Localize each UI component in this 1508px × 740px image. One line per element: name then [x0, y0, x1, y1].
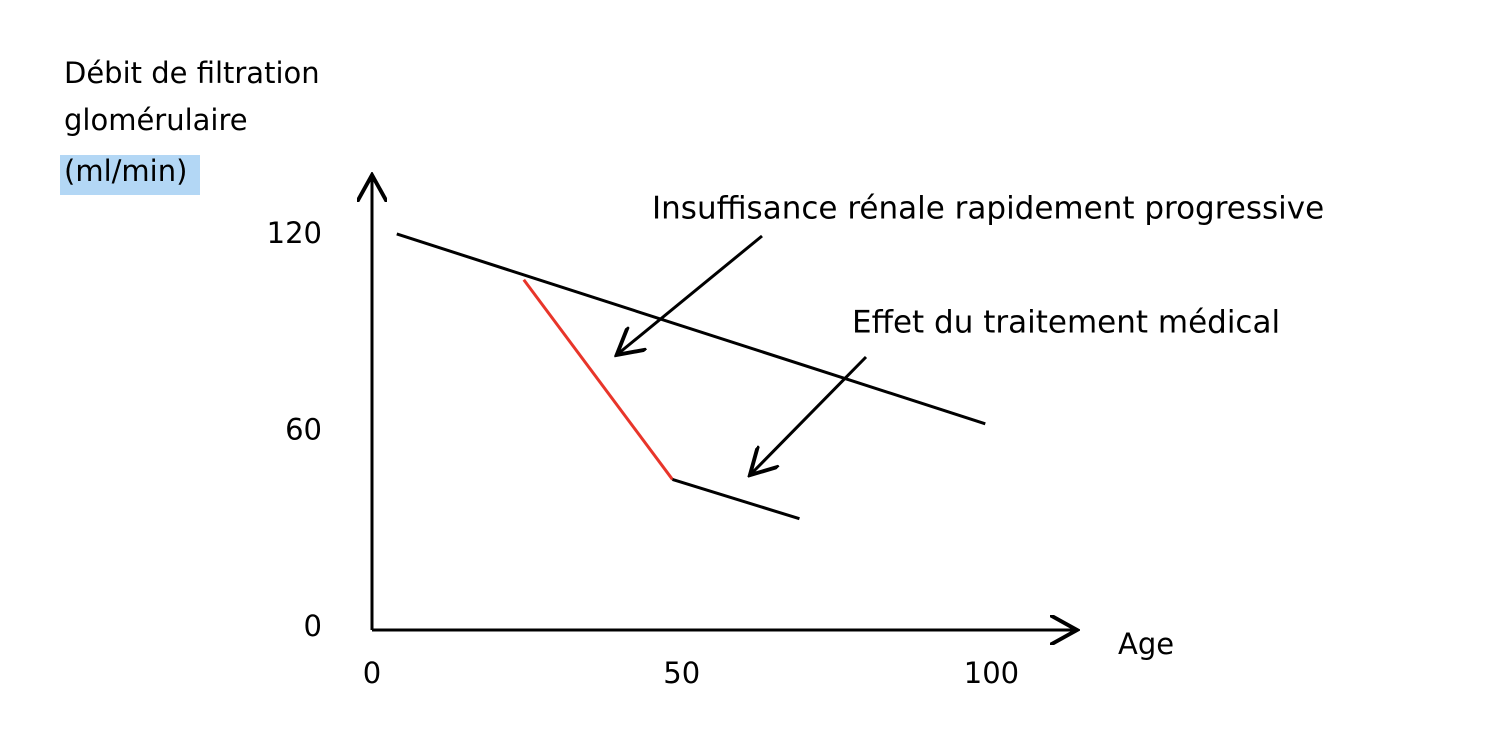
annotation: Effet du traitement médical: [852, 305, 1280, 341]
y-tick-label: 0: [304, 609, 322, 643]
annotation-arrow: [752, 355, 868, 473]
highlight: [60, 155, 200, 195]
y-tick-label: 60: [285, 413, 322, 447]
x-tick-label: 50: [663, 656, 700, 690]
y-axis-label: glomérulaire: [64, 103, 248, 137]
y-axis-label: (ml/min): [64, 154, 187, 188]
x-axis-label: Age: [1118, 627, 1174, 661]
x-tick-label: 100: [964, 656, 1019, 690]
annotation: Insuffisance rénale rapidement progressi…: [652, 191, 1324, 227]
y-tick-label: 120: [267, 216, 322, 250]
line-series: [671, 477, 800, 521]
line-series: [396, 232, 986, 426]
y-axis-label: Débit de filtration: [64, 56, 320, 90]
annotation-arrow: [619, 234, 763, 353]
x-tick-label: 0: [363, 656, 381, 690]
line-series: [522, 278, 674, 481]
